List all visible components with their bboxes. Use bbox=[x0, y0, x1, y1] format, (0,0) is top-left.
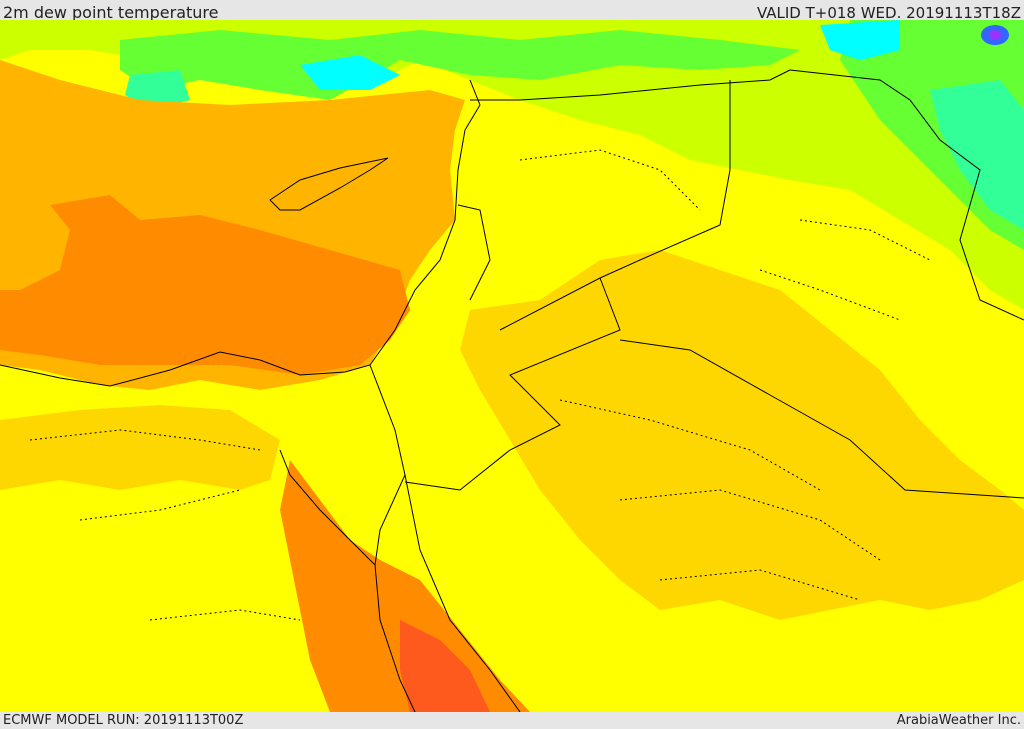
province-borders bbox=[29, 149, 931, 621]
map-footer: ECMWF MODEL RUN: 20191113T00Z ArabiaWeat… bbox=[0, 712, 1024, 729]
aqua-zone-ne bbox=[930, 80, 1024, 230]
cyan-zone-ne bbox=[820, 20, 900, 60]
cyan-zone-n bbox=[300, 55, 400, 90]
gold-zone-east bbox=[460, 250, 1024, 620]
credit-label: ArabiaWeather Inc. bbox=[896, 713, 1021, 728]
green-zone-north bbox=[0, 20, 1024, 310]
gold-zone-egypt bbox=[0, 405, 280, 490]
country-borders bbox=[404, 69, 1024, 499]
map-title: 2m dew point temperature bbox=[3, 3, 219, 22]
mediterranean-orange bbox=[0, 195, 410, 375]
coastlines bbox=[0, 79, 521, 712]
red-sea-red bbox=[400, 620, 490, 712]
model-run-label: ECMWF MODEL RUN: 20191113T00Z bbox=[3, 713, 244, 728]
red-sea-orange bbox=[280, 460, 530, 712]
purple-patch bbox=[989, 30, 1001, 40]
weather-map[interactable] bbox=[0, 20, 1024, 712]
aqua-zone-nw bbox=[125, 70, 190, 110]
dew-point-map-svg bbox=[0, 20, 1024, 712]
valid-time: VALID T+018 WED. 20191113T18Z bbox=[756, 4, 1021, 22]
green-zone-n bbox=[120, 30, 800, 100]
map-header: 2m dew point temperature VALID T+018 WED… bbox=[0, 0, 1024, 22]
